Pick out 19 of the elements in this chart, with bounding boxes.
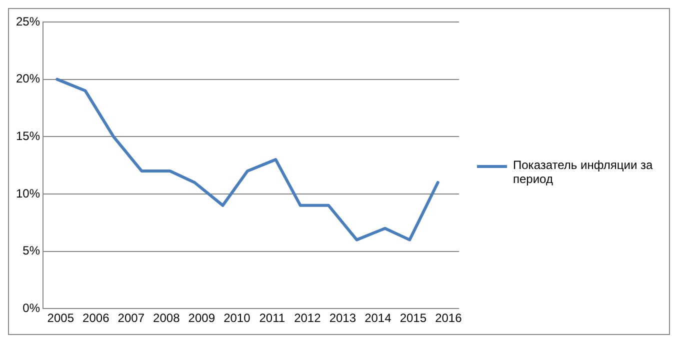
- x-tick-label: 2008: [153, 311, 180, 326]
- y-tick-label: 15%: [16, 128, 40, 143]
- x-tick-label: 2007: [118, 311, 145, 326]
- x-tick-label: 2010: [224, 311, 251, 326]
- x-tick-label: 2016: [435, 311, 462, 326]
- legend-label: Показатель инфляции за период: [513, 158, 654, 186]
- y-tick-label: 20%: [16, 72, 40, 86]
- y-tick-label: 10%: [16, 186, 40, 200]
- x-tick-label: 2011: [259, 311, 286, 326]
- x-tick-label: 2013: [329, 311, 356, 326]
- x-tick-label: 2009: [188, 311, 216, 326]
- y-tick-label: 25%: [16, 14, 40, 28]
- x-tick-label: 2015: [400, 311, 427, 326]
- x-tick-label: 2006: [82, 311, 110, 326]
- x-tick-label: 2012: [294, 311, 322, 326]
- x-tick-label: 2005: [47, 311, 74, 326]
- y-tick-label: 5%: [22, 244, 40, 258]
- x-tick-label: 2014: [364, 311, 392, 326]
- y-tick-label: 0%: [22, 300, 40, 315]
